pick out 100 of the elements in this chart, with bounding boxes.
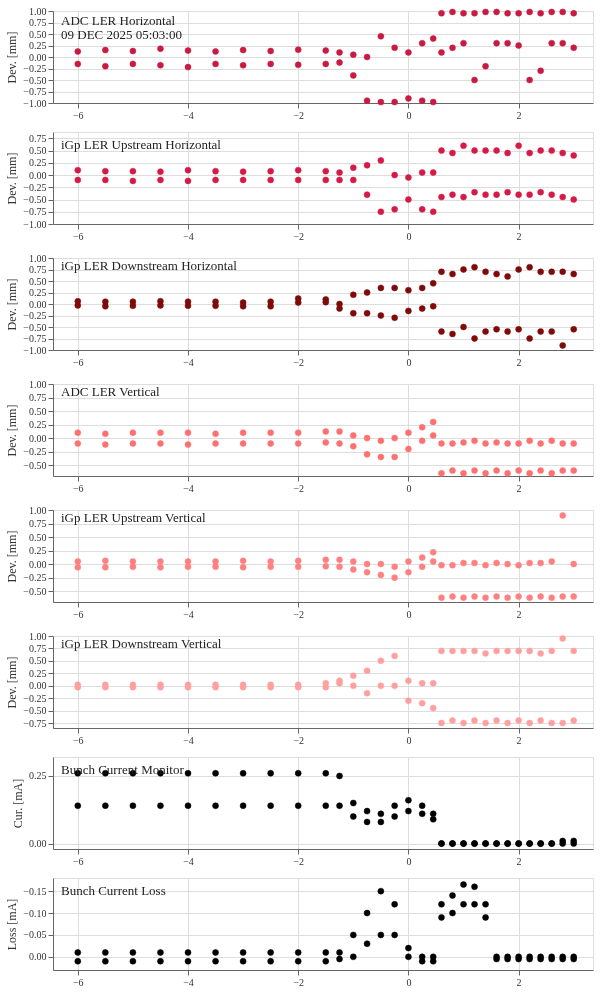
y-tick-label: −0.25 — [23, 63, 47, 74]
y-tick-label: 0.00 — [29, 298, 47, 310]
y-tick-label: 0.75 — [29, 518, 47, 530]
x-tick-label: −4 — [183, 482, 194, 494]
y-tick-label: 0.25 — [29, 770, 47, 782]
y-axis-title: Dev. [mm] — [5, 530, 20, 583]
x-tick-label: 0 — [406, 482, 412, 494]
chart-title: ADC LER Vertical — [61, 384, 161, 399]
y-tick-label: 1.00 — [29, 5, 47, 17]
text: 09 DEC 2025 05:03:00 — [61, 27, 182, 42]
x-tick-label: 2 — [516, 356, 522, 368]
x-tick-label: −2 — [293, 855, 305, 867]
y-tick-label: 0.50 — [29, 145, 47, 157]
y-tick-label: 0.00 — [29, 169, 47, 181]
x-tick-label: −4 — [183, 855, 194, 867]
x-tick-label: 2 — [516, 109, 522, 121]
chart-title: Bunch Current Loss — [61, 883, 166, 898]
y-tick-label: −0.75 — [23, 717, 47, 729]
x-tick-label: 2 — [516, 734, 522, 746]
y-tick-label: 0.75 — [29, 132, 47, 144]
y-tick-label: 0.50 — [29, 28, 47, 40]
y-tick-label: 0.25 — [29, 545, 47, 557]
y-tick-label: −0.50 — [23, 321, 47, 333]
y-tick-label: −1.00 — [23, 344, 47, 356]
y-tick-label: −1.00 — [23, 97, 47, 109]
y-tick-label: −0.50 — [23, 705, 47, 717]
chart-title: iGp LER Downstream Horizontal — [61, 258, 238, 273]
y-tick-label: 0.75 — [29, 392, 47, 404]
chart-title: iGp LER Downstream Vertical — [61, 636, 222, 651]
y-tick-label: −0.25 — [23, 692, 47, 704]
y-tick-label: 0.75 — [29, 264, 47, 275]
x-tick-label: −4 — [183, 356, 194, 368]
x-tick-label: −4 — [183, 109, 194, 121]
y-tick-label: 0.25 — [29, 40, 47, 51]
y-axis-title: Cur. [mA] — [11, 778, 25, 829]
y-axis-title: Dev. [mm] — [5, 152, 20, 205]
x-tick-label: −2 — [293, 734, 305, 746]
y-tick-label: −0.15 — [23, 885, 47, 897]
x-tick-label: −2 — [293, 356, 305, 368]
y-tick-label: −1.00 — [23, 218, 47, 230]
chart-title: iGp LER Upstream Horizontal — [61, 137, 222, 152]
x-tick-label: 0 — [406, 356, 412, 368]
x-tick-label: −2 — [293, 230, 305, 242]
y-tick-label: 0.00 — [29, 432, 47, 444]
y-axis-title: Dev. [mm] — [5, 656, 20, 709]
y-tick-label: −0.25 — [23, 446, 47, 458]
y-tick-label: −0.25 — [23, 181, 47, 193]
x-tick-label: 0 — [406, 109, 412, 121]
y-tick-label: −0.50 — [23, 585, 47, 597]
y-tick-label: 0.25 — [29, 157, 47, 169]
x-tick-label: 2 — [516, 230, 522, 242]
y-tick-label: 0.75 — [29, 17, 47, 28]
x-tick-label: −6 — [72, 109, 84, 121]
y-tick-label: −0.50 — [23, 74, 47, 86]
y-axis-title: Dev. [mm] — [5, 278, 20, 331]
x-tick-label: 0 — [406, 608, 412, 620]
x-tick-label: −4 — [183, 608, 194, 620]
x-tick-label: −6 — [72, 230, 84, 242]
y-tick-label: 1.00 — [29, 252, 47, 264]
x-tick-label: 2 — [516, 855, 522, 867]
x-tick-label: 0 — [406, 976, 412, 988]
x-tick-label: −2 — [293, 976, 305, 988]
y-tick-label: 0.25 — [29, 287, 47, 298]
y-tick-label: −0.75 — [23, 333, 47, 344]
y-tick-label: 0.00 — [29, 680, 47, 692]
y-tick-label: −0.25 — [23, 310, 47, 321]
y-tick-label: −0.50 — [23, 194, 47, 206]
x-tick-label: 2 — [516, 482, 522, 494]
y-tick-label: −0.05 — [23, 929, 47, 941]
x-tick-label: 0 — [406, 855, 412, 867]
x-tick-label: 2 — [516, 976, 522, 988]
y-tick-label: −0.75 — [23, 86, 47, 97]
y-tick-label: 0.50 — [29, 275, 47, 287]
x-tick-label: 2 — [516, 608, 522, 620]
x-tick-label: −4 — [183, 734, 194, 746]
y-axis-title: Loss [mA] — [5, 898, 20, 951]
y-tick-label: 0.75 — [29, 642, 47, 654]
y-tick-label: 0.00 — [29, 51, 47, 63]
x-tick-label: −6 — [72, 855, 84, 867]
x-tick-label: −2 — [293, 482, 305, 494]
y-tick-label: 0.50 — [29, 531, 47, 543]
y-tick-label: 1.00 — [29, 378, 47, 390]
x-tick-label: −2 — [293, 608, 305, 620]
y-tick-label: −0.25 — [23, 572, 47, 584]
x-tick-label: −6 — [72, 482, 84, 494]
y-tick-label: 0.50 — [29, 655, 47, 667]
y-tick-label: −0.50 — [23, 459, 47, 471]
x-tick-label: 0 — [406, 230, 412, 242]
x-tick-label: −6 — [72, 976, 84, 988]
x-tick-label: −6 — [72, 356, 84, 368]
chart-title: iGp LER Upstream Vertical — [61, 510, 206, 525]
y-tick-label: 1.00 — [29, 630, 47, 642]
x-tick-label: −4 — [183, 976, 194, 988]
chart-title: ADC LER Horizontal — [61, 13, 176, 28]
y-tick-label: 0.00 — [29, 838, 47, 850]
x-tick-label: −6 — [72, 608, 84, 620]
y-tick-label: 1.00 — [29, 504, 47, 516]
y-tick-label: 0.00 — [29, 558, 47, 570]
y-axis-title: Dev. [mm] — [5, 31, 20, 84]
y-tick-label: 0.50 — [29, 405, 47, 417]
